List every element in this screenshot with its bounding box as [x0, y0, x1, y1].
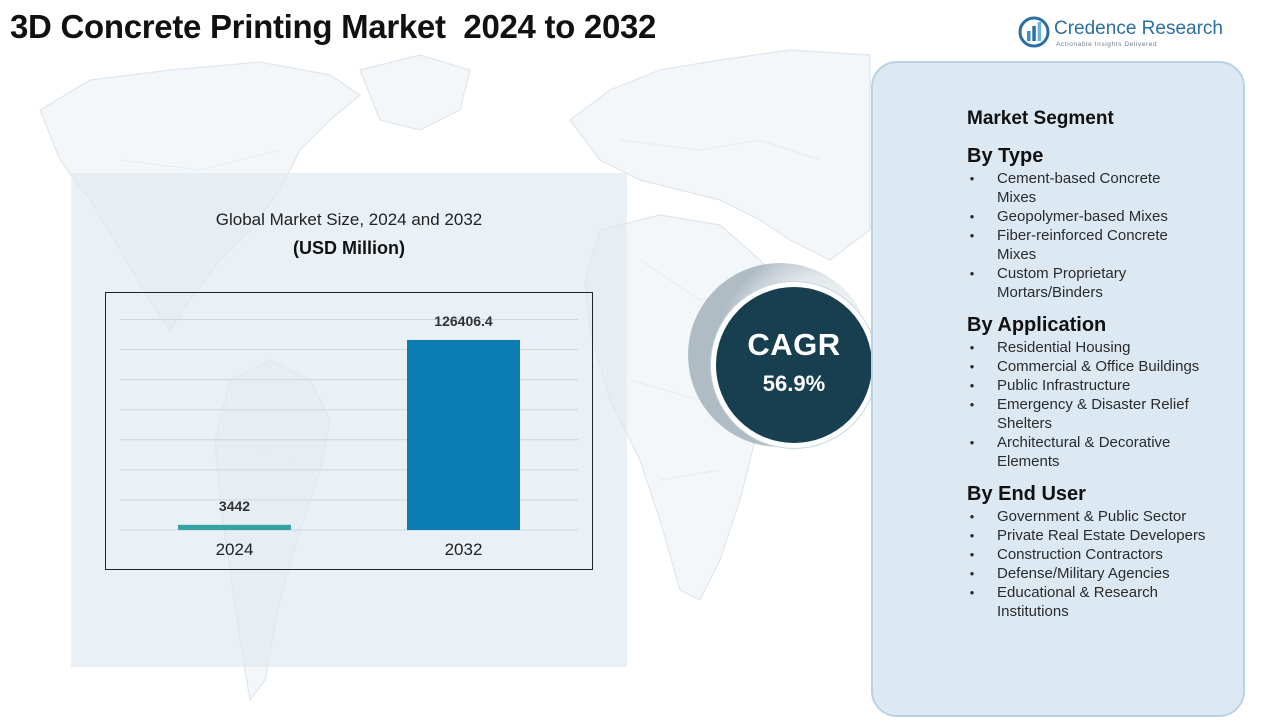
segment-group: By Type • Cement-based Concrete Mixes • Geopo…: [967, 145, 1267, 302]
chart-labels: 3442 2024 126406.4 2032: [216, 313, 493, 559]
segment-item: • Emergency & Disaster Relief Shelters: [967, 395, 1267, 433]
segment-item-text: Defense/Military Agencies: [997, 565, 1170, 582]
bar-value-label: 3442: [219, 498, 250, 514]
segment-item: • Educational & Research Institutions: [967, 583, 1267, 621]
bullet-icon: •: [969, 228, 975, 243]
segment-item-text: Mixes: [997, 246, 1037, 263]
brand-name: Credence Research: [1054, 18, 1223, 39]
bar-value-label: 126406.4: [434, 313, 493, 329]
segment-item: • Residential Housing: [967, 338, 1267, 357]
chart-frame: [105, 292, 593, 570]
chart-title: Global Market Size, 2024 and 2032: [215, 210, 483, 229]
bullet-icon: •: [969, 528, 975, 543]
segment-item-text: Private Real Estate Developers: [997, 527, 1206, 544]
market-segment-panel: [871, 61, 1245, 717]
cagr-badge: [711, 282, 877, 448]
segment-group-title: By Application: [967, 314, 1107, 336]
segment-item: • Public Infrastructure: [967, 376, 1267, 395]
bullet-icon: •: [969, 340, 975, 355]
segment-item: • Fiber-reinforced Concrete Mixes: [967, 226, 1267, 264]
bullet-icon: •: [969, 378, 975, 393]
bar-2032: [407, 339, 520, 530]
segment-item-text: Commercial & Office Buildings: [997, 358, 1200, 375]
segment-item-text: Residential Housing: [997, 339, 1131, 356]
segment-group: By Application • Residential Housing • Comme…: [967, 314, 1267, 471]
segment-item-text: Public Infrastructure: [997, 377, 1131, 394]
page-title: 3D Concrete Printing Market 2024 to 2032: [10, 8, 657, 45]
segment-item: • Government & Public Sector: [967, 507, 1267, 526]
segment-heading: Market Segment: [967, 108, 1114, 129]
segment-item-list: • Government & Public Sector • Private Real…: [967, 507, 1267, 621]
cagr-value: 56.9%: [762, 371, 826, 396]
segment-item-text: Architectural & Decorative: [997, 434, 1171, 451]
brand-logo: Credence Research Actionable Insights De…: [1018, 16, 1228, 50]
bullet-icon: •: [969, 585, 975, 600]
bullet-icon: •: [969, 397, 975, 412]
market-segment-list: Market Segment By Type • Cement-based Conc…: [967, 108, 1267, 633]
segment-item-text: Mortars/Binders: [997, 284, 1103, 301]
bullet-icon: •: [969, 209, 975, 224]
segment-item: • Commercial & Office Buildings: [967, 357, 1267, 376]
segment-item-text: Geopolymer-based Mixes: [997, 208, 1168, 225]
segment-item-list: • Cement-based Concrete Mixes • Geopolymer-b…: [967, 169, 1267, 302]
market-size-bar-chart: 3442 2024 126406.4 2032: [105, 292, 593, 570]
segment-item: • Cement-based Concrete Mixes: [967, 169, 1267, 207]
segment-item-text: Institutions: [997, 603, 1069, 620]
brand-tagline: Actionable Insights Delivered: [1056, 41, 1158, 48]
bullet-icon: •: [969, 359, 975, 374]
segment-item: • Private Real Estate Developers: [967, 526, 1267, 545]
segment-item-text: Shelters: [997, 415, 1053, 432]
bar-2024: [178, 524, 291, 530]
bullet-icon: •: [969, 266, 975, 281]
segment-group-title: By Type: [967, 145, 1044, 167]
segment-item: • Custom Proprietary Mortars/Binders: [967, 264, 1267, 302]
cagr-label: CAGR: [747, 327, 841, 362]
bullet-icon: •: [969, 547, 975, 562]
segment-item: • Architectural & Decorative Elements: [967, 433, 1267, 471]
bullet-icon: •: [969, 435, 975, 450]
x-tick-label: 2032: [445, 540, 483, 559]
bullet-icon: •: [969, 566, 975, 581]
segment-groups: By Type • Cement-based Concrete Mixes • Geopo…: [967, 145, 1267, 621]
segment-item-text: Elements: [997, 453, 1060, 470]
segment-item-list: • Residential Housing • Commercial & Office…: [967, 338, 1267, 471]
segment-item-text: Custom Proprietary: [997, 265, 1127, 282]
segment-item-text: Fiber-reinforced Concrete: [997, 227, 1168, 244]
x-tick-label: 2024: [216, 540, 254, 559]
chart-subtitle: (USD Million): [293, 238, 405, 258]
segment-item-text: Educational & Research: [997, 584, 1158, 601]
segment-item-text: Emergency & Disaster Relief: [997, 396, 1189, 413]
bar-chart-logo-icon: [1018, 16, 1050, 48]
segment-item: • Defense/Military Agencies: [967, 564, 1267, 583]
segment-item: • Construction Contractors: [967, 545, 1267, 564]
segment-item-text: Government & Public Sector: [997, 508, 1187, 525]
chart-panel: [71, 173, 627, 667]
segment-item: • Geopolymer-based Mixes: [967, 207, 1267, 226]
segment-item-text: Cement-based Concrete: [997, 170, 1161, 187]
segment-group-title: By End User: [967, 483, 1086, 505]
bullet-icon: •: [969, 509, 975, 524]
segment-group: By End User • Government & Public Sector • P…: [967, 483, 1267, 621]
chart-bars: [178, 339, 520, 530]
segment-item-text: Mixes: [997, 189, 1037, 206]
bullet-icon: •: [969, 171, 975, 186]
segment-item-text: Construction Contractors: [997, 546, 1163, 563]
